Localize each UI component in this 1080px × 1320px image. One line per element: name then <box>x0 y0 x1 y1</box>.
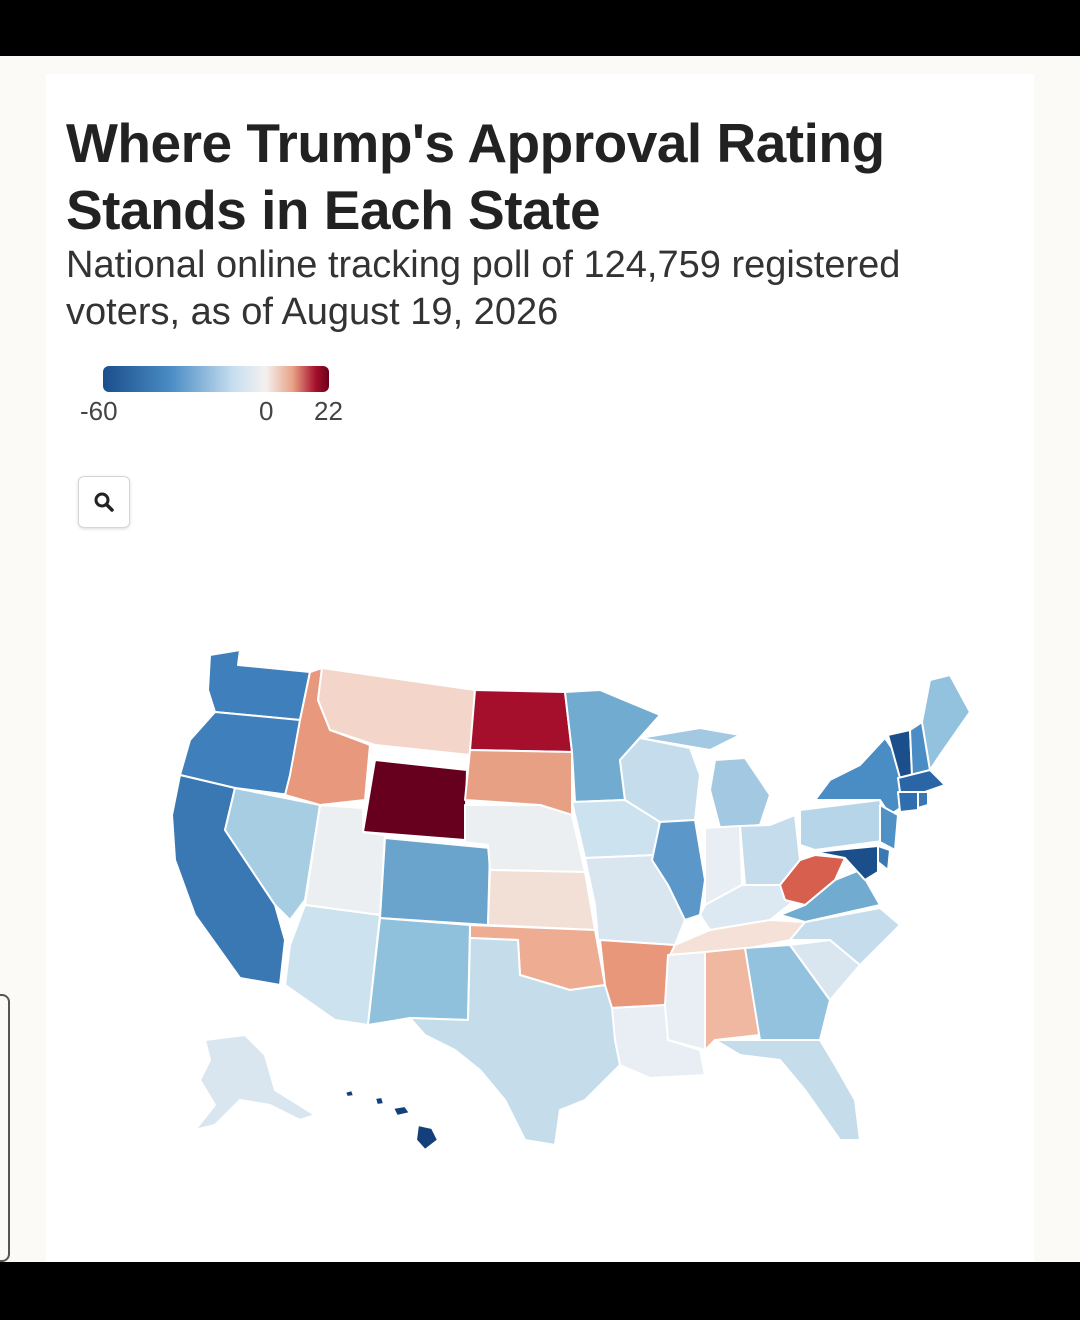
state-PA[interactable] <box>799 799 891 851</box>
state-MD[interactable] <box>814 845 879 881</box>
state-WV[interactable] <box>779 854 846 906</box>
zoom-button[interactable] <box>78 476 130 528</box>
chart-title: Where Trump's Approval Rating Stands in … <box>66 112 885 241</box>
legend-min-label: -60 <box>80 396 118 426</box>
state-ID[interactable] <box>284 667 371 806</box>
state-DE[interactable] <box>877 845 891 871</box>
state-MS[interactable] <box>664 951 706 1051</box>
state-NJ[interactable] <box>879 804 899 851</box>
legend-color-bar <box>103 366 329 392</box>
state-NM[interactable] <box>367 917 471 1026</box>
state-ND[interactable] <box>469 689 573 753</box>
state-WY[interactable] <box>362 759 468 841</box>
state-AR[interactable] <box>599 939 676 1009</box>
state-MA[interactable] <box>897 769 946 793</box>
us-choropleth-map <box>171 649 971 1151</box>
state-AK[interactable] <box>194 1034 316 1131</box>
page-background: Where Trump's Approval Rating Stands in … <box>0 56 1080 1262</box>
side-scroll-handle[interactable] <box>0 994 10 1262</box>
state-HI[interactable] <box>344 1089 439 1151</box>
top-frame-bar <box>0 0 1080 56</box>
state-CT[interactable] <box>897 791 919 813</box>
state-WA[interactable] <box>207 649 311 721</box>
state-shapes <box>171 649 971 1151</box>
state-GA[interactable] <box>744 944 831 1041</box>
legend-mid-label: 0 <box>259 396 274 426</box>
color-legend: -60 0 22 <box>76 366 356 426</box>
search-icon <box>94 492 114 512</box>
state-CO[interactable] <box>379 837 491 926</box>
state-AZ[interactable] <box>284 904 381 1026</box>
state-IL[interactable] <box>651 819 706 921</box>
state-AL[interactable] <box>704 947 761 1051</box>
chart-subtitle: National online tracking poll of 124,759… <box>66 244 901 333</box>
state-RI[interactable] <box>917 791 929 809</box>
state-ME[interactable] <box>921 674 971 771</box>
legend-max-label: 22 <box>314 396 343 426</box>
state-KS[interactable] <box>487 869 596 931</box>
state-FL[interactable] <box>714 1039 861 1141</box>
bottom-frame-bar <box>0 1262 1080 1320</box>
state-TX[interactable] <box>409 937 621 1146</box>
